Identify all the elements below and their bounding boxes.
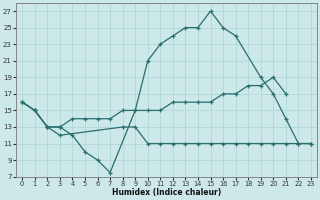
X-axis label: Humidex (Indice chaleur): Humidex (Indice chaleur) (112, 188, 221, 197)
